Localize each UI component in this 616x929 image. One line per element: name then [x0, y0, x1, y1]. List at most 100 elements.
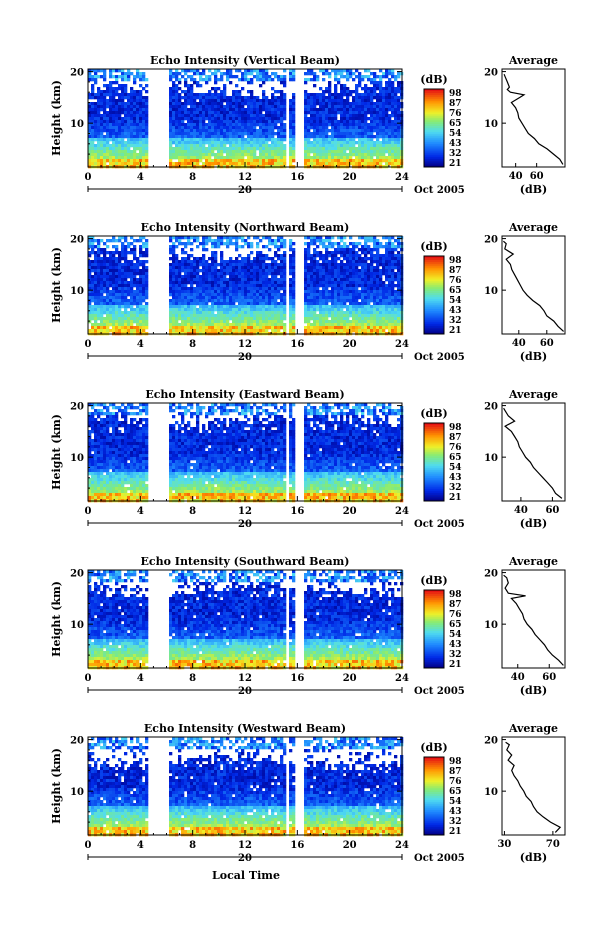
colorbar [424, 256, 444, 335]
panel-2: Echo Intensity (Northward Beam) 10 20 Heigh… [50, 221, 566, 363]
colorbar-frame [423, 88, 445, 168]
panel-title: Echo Intensity (Southward Beam) [141, 555, 350, 568]
colorbar-tick-label: 98 [449, 590, 462, 600]
x-tick-label: 16 [290, 339, 304, 350]
colorbar-tick-label: 21 [449, 493, 462, 503]
x-tick-label: 16 [290, 673, 304, 684]
date-tick-label: 20 [238, 352, 252, 363]
x-tick-label: 20 [343, 506, 357, 517]
panel-title: Echo Intensity (Eastward Beam) [145, 388, 344, 401]
colorbar-tick-label: 43 [449, 640, 462, 650]
x-tick-label: 4 [137, 172, 144, 183]
average-title: Average [508, 388, 558, 401]
colorbar-tick-label: 98 [449, 256, 462, 266]
colorbar-tick-label: 54 [449, 630, 462, 640]
colorbar-tick-label: 65 [449, 620, 462, 630]
average-y-tick-label: 10 [484, 787, 498, 798]
average-y-tick-label: 10 [484, 286, 498, 297]
x-axis-label: Local Time [212, 869, 280, 882]
average-profile-line [503, 574, 564, 666]
panel-5: Echo Intensity (Westward Beam) 10 20 Height… [50, 722, 566, 864]
colorbar [424, 590, 444, 669]
average-y-tick-label: 20 [484, 402, 498, 413]
y-tick-label: 10 [70, 620, 84, 631]
colorbar-tick-label: 76 [449, 276, 462, 286]
x-tick-label: 8 [189, 172, 196, 183]
colorbar-tick-label: 21 [449, 827, 462, 837]
y-axis-label: Height (km) [50, 414, 63, 490]
y-tick-label: 20 [70, 68, 84, 79]
average-profile-line [503, 240, 565, 332]
average-x-tick-label: 60 [545, 505, 559, 516]
x-tick-label: 4 [137, 506, 144, 517]
average-y-tick-label: 20 [484, 569, 498, 580]
average-y-tick-label: 10 [484, 453, 498, 464]
average-x-label: (dB) [520, 350, 547, 363]
average-y-tick-label: 20 [484, 736, 498, 747]
average-y-tick-label: 20 [484, 235, 498, 246]
x-tick-label: 20 [343, 172, 357, 183]
colorbar-tick-label: 54 [449, 463, 462, 473]
heatmap-field [88, 69, 404, 169]
date-label: Oct 2005 [414, 519, 465, 530]
x-tick-label: 24 [395, 506, 409, 517]
y-axis-label: Height (km) [50, 748, 63, 824]
panel-1: Echo Intensity (Vertical Beam) 10 20 Height… [50, 54, 566, 196]
panel-title: Echo Intensity (Northward Beam) [141, 221, 350, 234]
average-x-tick-label: 60 [542, 672, 556, 683]
date-label: Oct 2005 [414, 686, 465, 697]
x-tick-label: 12 [238, 506, 252, 517]
x-tick-label: 12 [238, 673, 252, 684]
x-tick-label: 24 [395, 673, 409, 684]
date-tick-label: 20 [238, 185, 252, 196]
average-profile-line [505, 741, 562, 833]
colorbar-frame [423, 255, 445, 335]
colorbar-tick-label: 21 [449, 326, 462, 336]
average-x-label: (dB) [520, 851, 547, 864]
colorbar-tick-label: 65 [449, 119, 462, 129]
colorbar-tick-label: 87 [449, 767, 462, 777]
x-tick-label: 24 [395, 339, 409, 350]
x-tick-label: 24 [395, 172, 409, 183]
x-tick-label: 0 [85, 506, 92, 517]
colorbar-tick-label: 65 [449, 453, 462, 463]
colorbar [424, 89, 444, 168]
date-tick-label: 20 [238, 519, 252, 530]
colorbar-frame [423, 756, 445, 836]
average-x-tick-label: 60 [540, 338, 554, 349]
average-x-label: (dB) [520, 517, 547, 530]
x-tick-label: 24 [395, 840, 409, 851]
average-x-tick-label: 70 [546, 839, 560, 850]
x-tick-label: 4 [137, 673, 144, 684]
colorbar-tick-label: 98 [449, 757, 462, 767]
colorbar-unit: (dB) [420, 741, 447, 754]
average-title: Average [508, 722, 558, 735]
date-tick-label: 20 [238, 853, 252, 864]
average-frame [501, 68, 566, 168]
panel-title: Echo Intensity (Vertical Beam) [150, 54, 340, 67]
y-tick-label: 20 [70, 736, 84, 747]
y-tick-label: 10 [70, 119, 84, 130]
colorbar-tick-label: 76 [449, 777, 462, 787]
average-x-tick-label: 40 [511, 672, 525, 683]
y-tick-label: 20 [70, 402, 84, 413]
colorbar-tick-label: 87 [449, 600, 462, 610]
colorbar-tick-label: 43 [449, 306, 462, 316]
heatmap-field [88, 737, 404, 837]
x-tick-label: 8 [189, 339, 196, 350]
colorbar-tick-label: 65 [449, 787, 462, 797]
colorbar-tick-label: 76 [449, 443, 462, 453]
colorbar-tick-label: 76 [449, 109, 462, 119]
colorbar-frame [423, 589, 445, 669]
date-label: Oct 2005 [414, 352, 465, 363]
colorbar-tick-label: 21 [449, 660, 462, 670]
colorbar-tick-label: 32 [449, 483, 462, 493]
colorbar-unit: (dB) [420, 407, 447, 420]
date-tick-label: 20 [238, 686, 252, 697]
date-label: Oct 2005 [414, 853, 465, 864]
y-tick-label: 20 [70, 569, 84, 580]
colorbar-tick-label: 76 [449, 610, 462, 620]
average-x-tick-label: 40 [514, 505, 528, 516]
colorbar-tick-label: 32 [449, 149, 462, 159]
